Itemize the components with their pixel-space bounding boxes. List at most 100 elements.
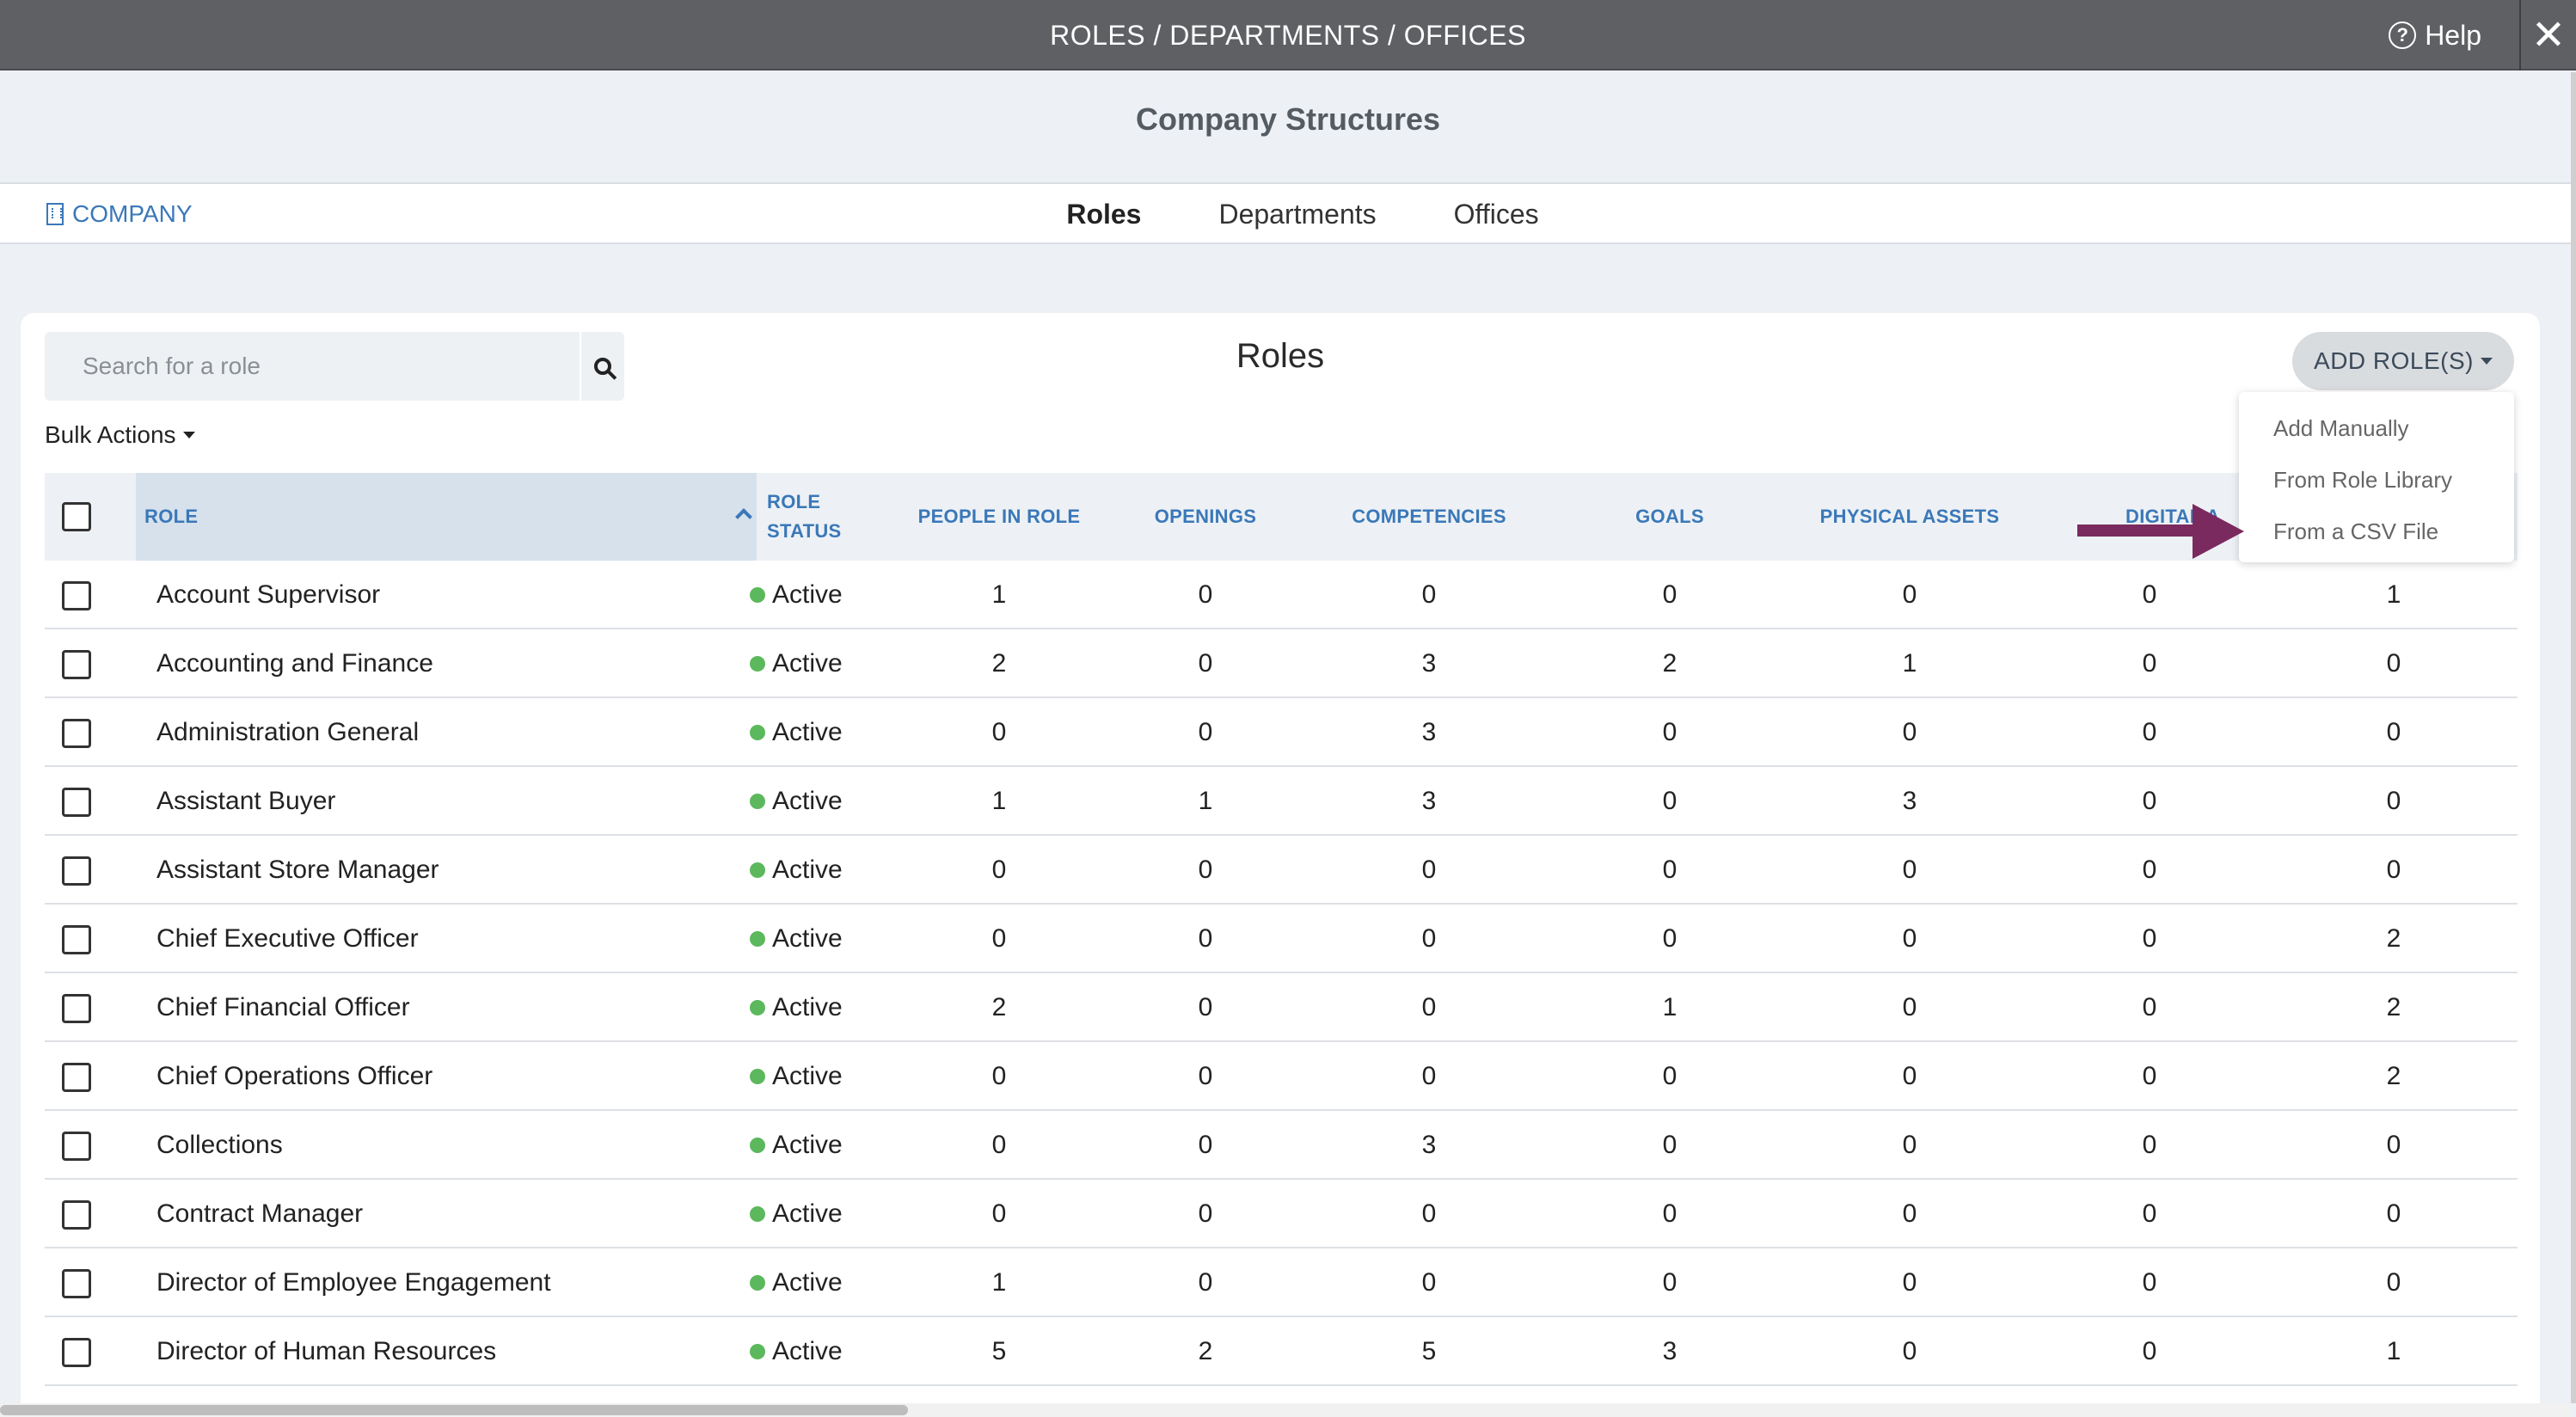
status-text: Active [772,993,843,1021]
role-name-cell[interactable]: Assistant Store Manager [156,856,439,884]
status-text: Active [772,1268,843,1297]
physical-assets-cell: 0 [1902,1062,1917,1090]
role-name-cell[interactable]: Accounting and Finance [156,649,433,678]
vertical-scrollbar[interactable] [2571,72,2576,1403]
status-dot-icon [750,587,765,603]
row-checkbox[interactable] [62,856,91,886]
column-header-goals[interactable]: GOALS [1635,506,1704,527]
competencies-cell: 0 [1421,993,1437,1021]
openings-cell: 0 [1198,580,1213,609]
divider [0,182,2571,184]
column-header-openings[interactable]: OPENINGS [1154,506,1257,527]
add-roles-button[interactable]: ADD ROLE(S) [2292,332,2514,390]
role-status-cell: Active [750,767,896,836]
add-roles-menu: Add Manually From Role Library From a CS… [2239,392,2514,562]
last-column-cell: 1 [2386,1337,2401,1365]
status-text: Active [772,1199,843,1228]
row-checkbox[interactable] [62,1338,91,1367]
people-in-role-cell: 1 [991,1268,1007,1297]
status-dot-icon [750,1275,765,1291]
goals-cell: 3 [1662,1337,1677,1365]
status-text: Active [772,580,843,609]
caret-down-icon [182,432,195,439]
physical-assets-cell: 0 [1902,1131,1917,1159]
row-checkbox[interactable] [62,719,91,748]
table-row[interactable]: Director of Human Resources Active 5 2 5 3 0 0 1 [45,1317,2518,1386]
table-row[interactable]: Collections Active 0 0 3 0 0 0 0 [45,1111,2518,1180]
goals-cell: 2 [1662,649,1677,678]
row-checkbox[interactable] [62,1132,91,1161]
row-checkbox[interactable] [62,994,91,1023]
role-name-cell[interactable]: Chief Operations Officer [156,1062,433,1090]
openings-cell: 0 [1198,993,1213,1021]
sub-navigation: COMPANY Roles Departments Offices [0,184,2571,244]
goals-cell: 0 [1662,1199,1677,1228]
role-name-cell[interactable]: Administration General [156,718,420,746]
help-icon: ? [2389,21,2417,49]
row-checkbox[interactable] [62,1063,91,1092]
status-text: Active [772,924,843,953]
people-in-role-cell: 0 [991,856,1007,884]
menu-item-from-csv-file[interactable]: From a CSV File [2273,518,2439,544]
role-status-cell: Active [750,836,896,905]
role-name-cell[interactable]: Director of Employee Engagement [156,1268,551,1297]
help-button[interactable]: ? Help [2389,0,2481,71]
tab-offices[interactable]: Offices [1453,199,1539,230]
row-checkbox[interactable] [62,925,91,954]
company-link-label: COMPANY [72,200,193,227]
row-checkbox[interactable] [62,650,91,679]
company-link[interactable]: COMPANY [46,184,193,244]
column-header-competencies[interactable]: COMPETENCIES [1352,506,1506,527]
search-input[interactable] [45,332,578,401]
table-row[interactable]: Administration General Active 0 0 3 0 0 0 0 [45,698,2518,767]
digital-assets-cell: 0 [2142,993,2157,1021]
table-row[interactable]: Chief Financial Officer Active 2 0 0 1 0 0 2 [45,973,2518,1042]
table-row[interactable]: Account Supervisor Active 1 0 0 0 0 0 1 [45,561,2518,629]
table-row[interactable]: Chief Executive Officer Active 0 0 0 0 0 0 2 [45,905,2518,973]
horizontal-scrollbar-thumb[interactable] [0,1405,908,1415]
row-checkbox[interactable] [62,1269,91,1298]
role-name-cell[interactable]: Chief Financial Officer [156,993,410,1021]
menu-item-add-manually[interactable]: Add Manually [2273,415,2409,441]
role-name-cell[interactable]: Chief Executive Officer [156,924,419,953]
competencies-cell: 0 [1421,580,1437,609]
competencies-cell: 3 [1421,787,1437,815]
top-bar: ROLES / DEPARTMENTS / OFFICES ? Help ✕ [0,0,2576,71]
role-name-cell[interactable]: Assistant Buyer [156,787,336,815]
status-text: Active [772,1062,843,1090]
column-header-role[interactable]: ROLE [136,473,757,561]
role-name-cell[interactable]: Account Supervisor [156,580,381,609]
role-name-cell[interactable]: Collections [156,1131,283,1159]
last-column-cell: 0 [2386,1131,2401,1159]
physical-assets-cell: 1 [1902,649,1917,678]
table-row[interactable]: Chief Operations Officer Active 0 0 0 0 0 0 2 [45,1042,2518,1111]
table-row[interactable]: Assistant Store Manager Active 0 0 0 0 0 0 0 [45,836,2518,905]
select-all-checkbox[interactable] [62,502,91,531]
tab-roles[interactable]: Roles [1066,199,1142,230]
status-dot-icon [750,1000,765,1015]
bulk-actions-dropdown[interactable]: Bulk Actions [45,421,195,449]
role-name-cell[interactable]: Contract Manager [156,1199,364,1228]
physical-assets-cell: 0 [1902,1268,1917,1297]
close-button[interactable]: ✕ [2519,0,2576,71]
row-checkbox[interactable] [62,581,91,610]
role-name-cell[interactable]: Director of Human Resources [156,1337,497,1365]
column-header-people[interactable]: PEOPLE IN ROLE [917,506,1081,527]
row-checkbox[interactable] [62,788,91,817]
column-header-role-status[interactable]: ROLE STATUS [757,473,894,561]
goals-cell: 1 [1662,993,1677,1021]
row-checkbox[interactable] [62,1200,91,1230]
table-row[interactable]: Contract Manager Active 0 0 0 0 0 0 0 [45,1180,2518,1248]
people-in-role-cell: 1 [991,787,1007,815]
table-row[interactable]: Assistant Buyer Active 1 1 3 0 3 0 0 [45,767,2518,836]
role-status-cell: Active [750,1248,896,1317]
column-header-physical-assets[interactable]: PHYSICAL ASSETS [1819,506,2000,527]
table-body: Account Supervisor Active 1 0 0 0 0 0 1 Accountin… [45,561,2518,1386]
close-icon: ✕ [2530,13,2567,58]
table-row[interactable]: Director of Employee Engagement Active 1 0 0… [45,1248,2518,1317]
status-dot-icon [750,862,765,878]
search-button[interactable] [580,332,624,401]
tab-departments[interactable]: Departments [1218,199,1377,230]
table-row[interactable]: Accounting and Finance Active 2 0 3 2 1 0 0 [45,629,2518,698]
menu-item-from-role-library[interactable]: From Role Library [2273,467,2453,493]
